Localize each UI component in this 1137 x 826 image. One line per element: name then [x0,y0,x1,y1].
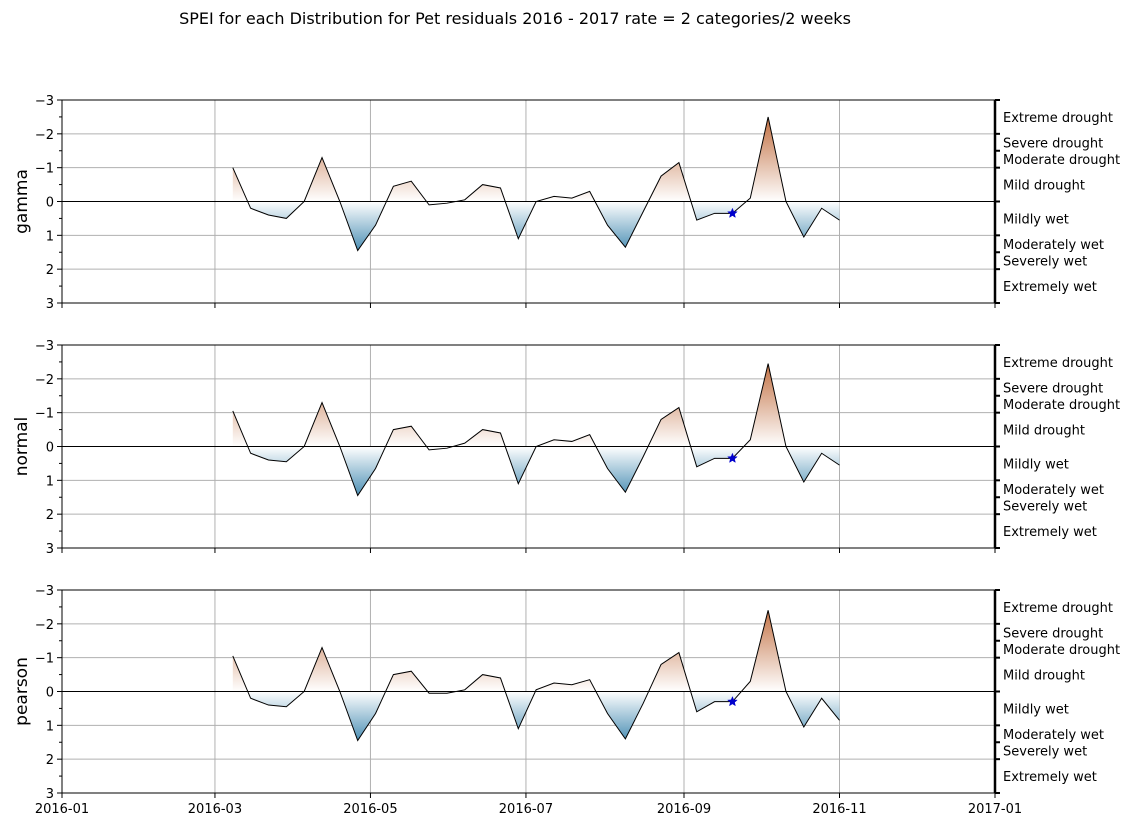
category-label: Extreme drought [1003,111,1113,126]
x-tick-label: 2016-05 [343,802,397,817]
category-label: Mildly wet [1003,457,1069,472]
wet-area [232,446,840,496]
panel-ylabel: pearson [12,657,32,726]
category-label: Mild drought [1003,424,1085,439]
current-marker [727,695,738,707]
category-label: Severely wet [1003,500,1087,515]
y-tick-label: −3 [35,584,54,599]
category-label: Moderately wet [1003,483,1104,498]
x-tick-label: 2016-11 [812,802,866,817]
panel-gamma: −3 −2 −1 0 1 2 3 Extreme drought Severe drought M… [12,94,1120,312]
x-tick-label: 2016-09 [657,802,711,817]
y-tick-label: 2 [46,753,54,768]
y-tick-label: 1 [46,719,54,734]
y-tick-label: −3 [35,339,54,354]
y-tick-label: 0 [46,686,54,701]
y-tick-label: 0 [46,441,54,456]
y-tick-label: 3 [46,787,54,802]
current-marker [727,452,738,463]
category-label: Extremely wet [1003,280,1097,295]
category-label: Moderately wet [1003,238,1104,253]
category-label: Severely wet [1003,255,1087,270]
y-tick-label: 3 [46,297,54,312]
category-label: Mildly wet [1003,212,1069,227]
y-tick-label: −2 [35,618,54,633]
y-tick-label: 2 [46,263,54,278]
category-label: Extremely wet [1003,525,1097,540]
category-label: Moderate drought [1003,153,1120,168]
y-tick-label: −1 [35,162,54,177]
series-line-gamma [232,116,840,252]
current-marker [727,207,738,218]
series-line-pearson [232,610,840,742]
category-label: Extreme drought [1003,356,1113,371]
y-tick-label: 3 [46,542,54,557]
y-tick-label: 1 [46,229,54,244]
x-tick-label: 2016-01 [35,802,89,817]
panel-normal: −3 −2 −1 0 1 2 3 Extreme drought Severe drought M… [12,339,1120,557]
category-label: Mild drought [1003,669,1085,684]
y-tick-label: −3 [35,94,54,109]
y-tick-label: −2 [35,128,54,143]
panel-ylabel: normal [12,417,32,477]
category-label: Severe drought [1003,381,1103,396]
x-tick-label: 2016-03 [188,802,242,817]
category-label: Extremely wet [1003,770,1097,785]
panel-ylabel: gamma [12,169,32,234]
y-tick-label: −2 [35,373,54,388]
y-tick-label: 1 [46,474,54,489]
y-tick-label: −1 [35,407,54,422]
category-label: Severe drought [1003,136,1103,151]
y-tick-label: 2 [46,508,54,523]
category-label: Mildly wet [1003,702,1069,717]
wet-area [232,201,840,251]
y-tick-label: 0 [46,196,54,211]
drought-area [232,116,840,202]
chart-title: SPEI for each Distribution for Pet resid… [179,9,851,28]
category-label: Extreme drought [1003,601,1113,616]
series-line-normal [232,363,840,497]
category-label: Moderate drought [1003,643,1120,658]
wet-area [232,691,840,741]
x-tick-label: 2017-01 [968,802,1022,817]
x-tick-label: 2016-07 [499,802,553,817]
category-label: Severely wet [1003,745,1087,760]
category-label: Moderately wet [1003,728,1104,743]
y-tick-label: −1 [35,652,54,667]
category-label: Moderate drought [1003,398,1120,413]
drought-area [232,610,840,692]
category-label: Severe drought [1003,626,1103,641]
category-label: Mild drought [1003,179,1085,194]
drought-area [232,363,840,447]
